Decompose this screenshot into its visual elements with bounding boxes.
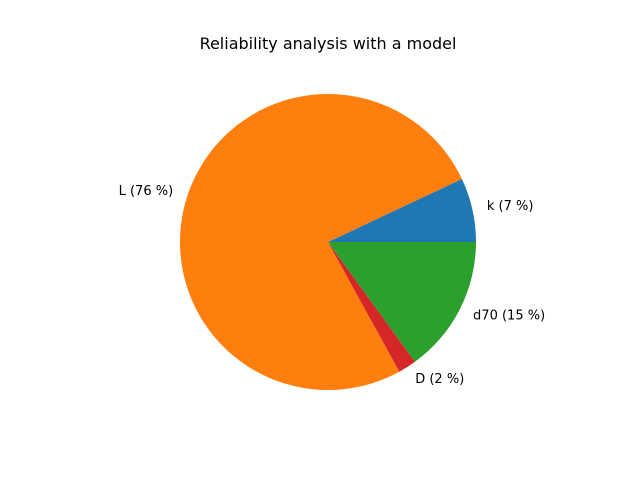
pie-labels: k (7 %) L (76 %) D (2 %) d70 (15 %) [119, 184, 546, 387]
pie-slice-D [328, 242, 415, 372]
pie-label-k: k (7 %) [487, 199, 534, 214]
pie-label-L: L (76 %) [119, 184, 174, 199]
pie-label-d70: d70 (15 %) [473, 308, 545, 323]
pie-slice-d70 [328, 242, 476, 362]
pie-slice-L [179, 94, 462, 390]
chart-title: Reliability analysis with a model [200, 34, 457, 53]
pie-slice-k [328, 178, 476, 242]
pie-slices [179, 94, 476, 390]
pie-label-D: D (2 %) [415, 372, 464, 387]
